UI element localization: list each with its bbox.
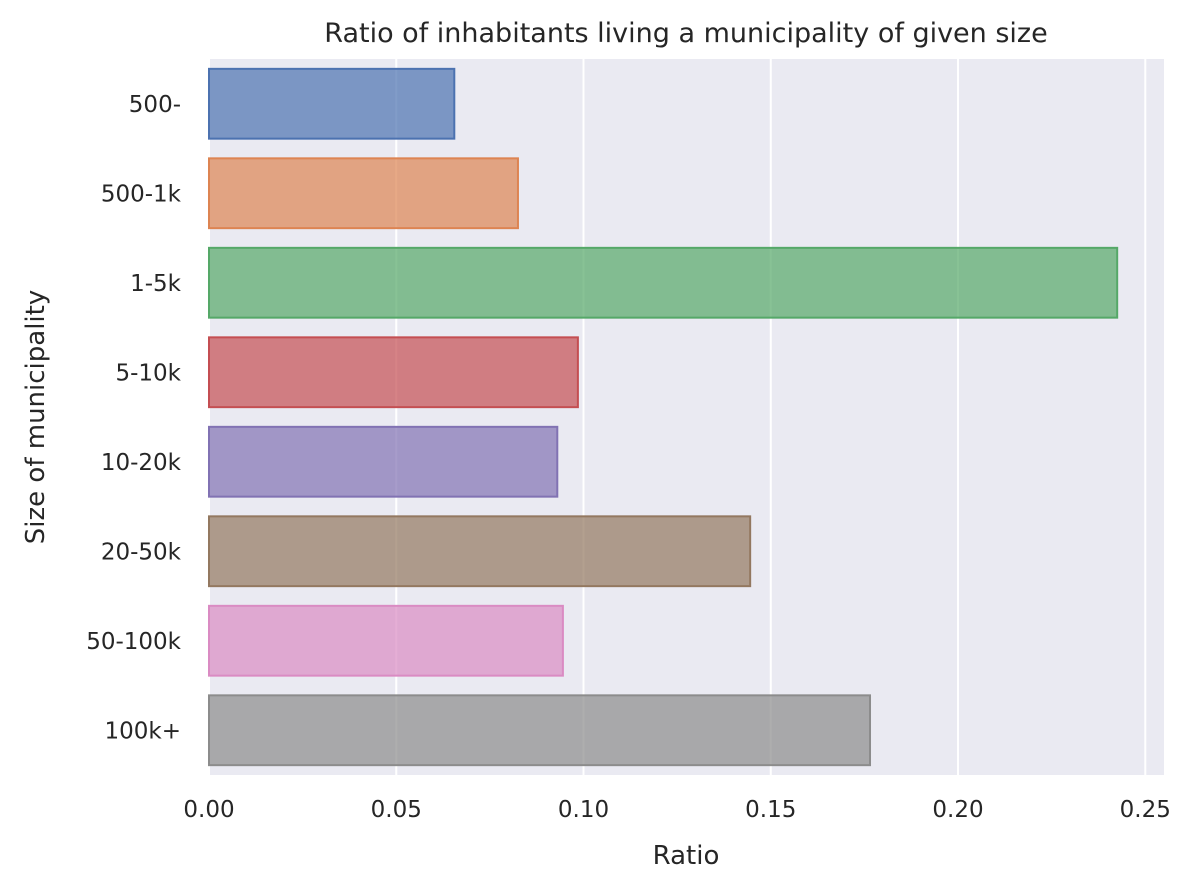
y-tick-label: 500- bbox=[129, 92, 181, 118]
y-tick-label: 5-10k bbox=[115, 360, 181, 386]
x-tick-label: 0.00 bbox=[183, 797, 234, 823]
y-tick-label: 20-50k bbox=[101, 539, 182, 565]
x-tick-label: 0.20 bbox=[932, 797, 983, 823]
y-tick-label: 10-20k bbox=[101, 450, 182, 476]
bar-10-20k bbox=[208, 425, 559, 498]
y-tick-label: 50-100k bbox=[86, 629, 181, 655]
y-axis-label: Size of municipality bbox=[21, 290, 51, 544]
bar-20-50k bbox=[208, 515, 752, 588]
x-tick-labels: 0.00 0.05 0.10 0.15 0.20 0.25 bbox=[183, 797, 1170, 823]
bar-500-1k bbox=[208, 157, 519, 230]
x-tick-label: 0.05 bbox=[371, 797, 422, 823]
bar-1-5k bbox=[208, 246, 1119, 319]
y-tick-label: 100k+ bbox=[105, 718, 182, 744]
bar-500- bbox=[208, 67, 456, 140]
bar-100k+ bbox=[208, 694, 872, 767]
x-tick-label: 0.15 bbox=[745, 797, 796, 823]
y-tick-label: 1-5k bbox=[130, 271, 182, 297]
bar-5-10k bbox=[208, 336, 579, 409]
x-tick-label: 0.10 bbox=[558, 797, 609, 823]
y-tick-label: 500-1k bbox=[101, 181, 182, 207]
chart-title: Ratio of inhabitants living a municipali… bbox=[324, 18, 1047, 49]
bars bbox=[208, 67, 1119, 767]
bar-50-100k bbox=[208, 604, 564, 677]
x-axis-label: Ratio bbox=[653, 841, 720, 871]
x-tick-label: 0.25 bbox=[1120, 797, 1171, 823]
y-tick-labels: 500- 500-1k 1-5k 5-10k 10-20k 20-50k 50-100k 10… bbox=[86, 92, 181, 745]
